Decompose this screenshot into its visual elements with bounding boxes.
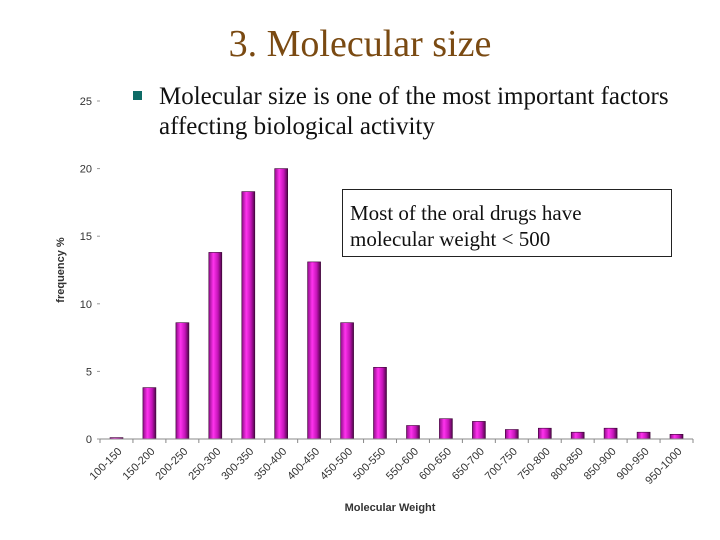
square-bullet-icon [133,91,142,100]
x-axis: 100-150150-200200-250250-300300-350350-4… [88,438,694,487]
bar-250-300 [208,252,223,440]
bar-800-850 [570,431,585,440]
x-tick-label: 600-650 [417,446,454,483]
bar-700-750 [504,429,519,440]
bar-450-500 [340,322,354,440]
x-tick-label: 200-250 [153,446,190,483]
bar-650-700 [472,421,486,440]
bar-300-350 [241,191,256,440]
x-tick-label: 250-300 [186,446,223,483]
x-tick-label: 100-150 [88,446,125,483]
bar-350-400 [274,168,289,440]
bar-850-900 [603,427,618,440]
x-tick-label: 300-350 [219,446,256,483]
x-tick-label: 350-400 [252,446,289,483]
bar-750-800 [537,427,552,440]
y-tick-label: 5 [86,366,92,378]
y-tick-label: 25 [80,96,92,108]
y-tick-label: 0 [86,434,92,446]
callout-box: Most of the oral drugs have molecular we… [342,189,672,257]
bar-150-200 [142,387,157,440]
bar-600-650 [439,418,453,440]
y-tick-label: 10 [80,299,92,311]
bars [109,168,684,440]
bar-500-550 [373,366,387,440]
bullet-point: Molecular size is one of the most import… [133,82,713,142]
bar-950-1000 [669,433,684,440]
x-tick-label: 650-700 [450,446,487,483]
y-axis: 0 5 10 15 20 25 [80,96,100,446]
x-tick-label: 850-900 [582,446,619,483]
x-tick-label: 800-850 [549,446,586,483]
x-tick-label: 500-550 [351,446,388,483]
x-tick-label: 950-1000 [643,446,684,487]
slide-title: 3. Molecular size [228,23,492,65]
x-tick-label: 700-750 [483,446,520,483]
bar-200-250 [175,322,190,440]
x-tick-label: 550-600 [384,446,421,483]
callout-text: Most of the oral drugs have molecular we… [350,201,582,251]
x-axis-label: Molecular Weight [345,502,436,514]
y-tick-label: 15 [80,231,92,243]
bar-400-450 [307,261,321,440]
y-tick-label: 20 [80,164,92,176]
bar-550-600 [406,425,420,440]
x-tick-label: 750-800 [516,446,553,483]
bar-900-950 [636,431,651,440]
x-tick-label: 150-200 [121,446,158,483]
x-tick-label: 400-450 [285,446,322,483]
bullet-text: Molecular size is one of the most import… [159,83,669,140]
y-axis-label: frequency % [55,237,67,303]
x-tick-label: 450-500 [318,446,355,483]
